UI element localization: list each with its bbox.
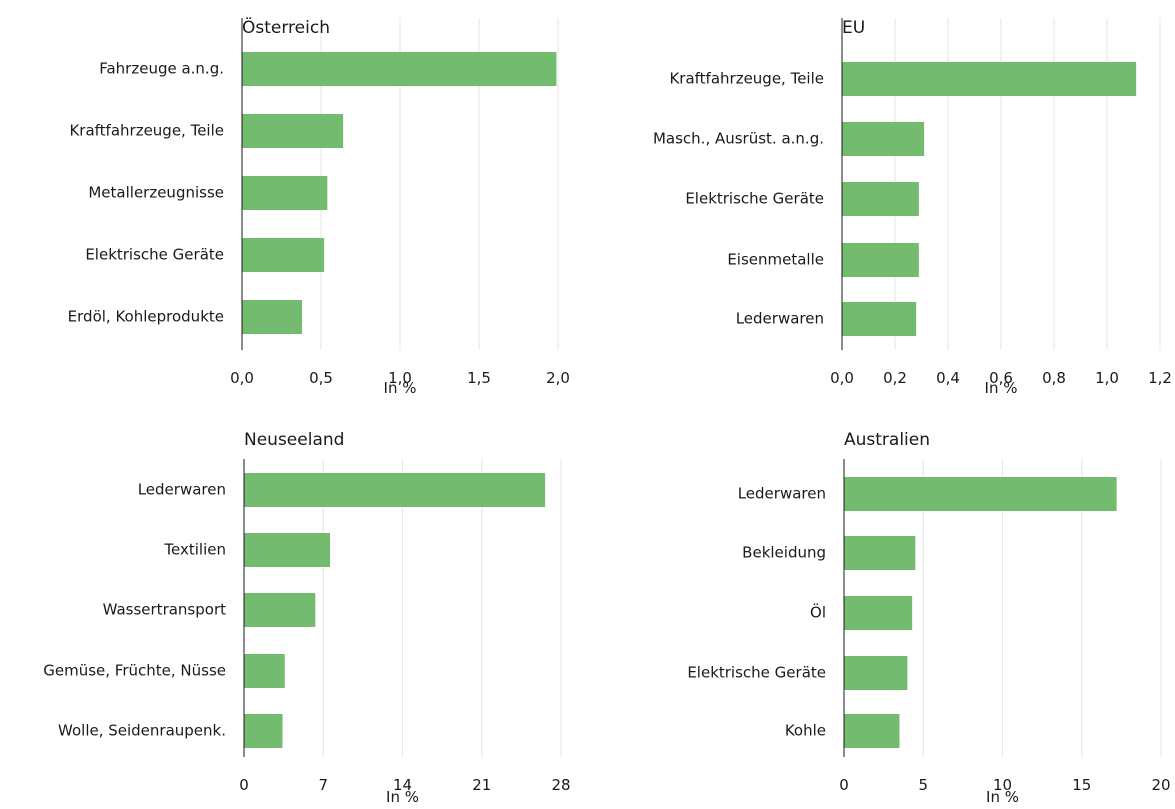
panel-2-category-label: Masch., Ausrüst. a.n.g. <box>653 130 824 148</box>
panel-2-category-label: Lederwaren <box>736 310 824 328</box>
panel-3-x-axis-label: In % <box>386 788 419 806</box>
panel-2-bar <box>842 182 919 216</box>
panel-2-category-label: Eisenmetalle <box>727 251 824 269</box>
panel-4-tick-label: 5 <box>918 776 928 794</box>
panel-1-bar <box>242 176 328 210</box>
panel-2-bar <box>842 122 925 156</box>
panel-3-category-label: Lederwaren <box>138 481 226 499</box>
panel-2-tick-label: 0,8 <box>1042 369 1066 387</box>
panel-3-category-label: Wolle, Seidenraupenk. <box>58 722 226 740</box>
panel-4-tick-label: 0 <box>839 776 849 794</box>
panel-2-tick-label: 1,2 <box>1148 369 1172 387</box>
panel-1-tick-label: 1,0 <box>388 369 412 387</box>
panel-4-category-label: Elektrische Geräte <box>687 664 826 682</box>
panel-3-category-label: Gemüse, Früchte, Nüsse <box>43 662 226 680</box>
panel-3-tick-label: 21 <box>472 776 491 794</box>
panel-2-tick-label: 1,0 <box>1095 369 1119 387</box>
panel-2-bar <box>842 302 917 336</box>
panel-2-category-label: Kraftfahrzeuge, Teile <box>669 70 824 88</box>
panel-4-x-axis-label: In % <box>986 788 1019 806</box>
panel-3-bar <box>244 593 316 627</box>
panel-2-bar <box>842 243 919 277</box>
panel-3-bar <box>244 654 285 688</box>
panel-1-category-label: Erdöl, Kohleprodukte <box>68 308 224 326</box>
panel-4-tick-label: 20 <box>1151 776 1170 794</box>
panel-1-bar <box>242 52 557 86</box>
panel-2-x-axis-label: In % <box>985 379 1018 397</box>
panel-4-bar <box>844 477 1117 511</box>
panel-1-tick-label: 0,5 <box>309 369 333 387</box>
panel-1-category-label: Kraftfahrzeuge, Teile <box>69 122 224 140</box>
panel-1-bar <box>242 300 303 334</box>
panel-4-category-label: Lederwaren <box>738 485 826 503</box>
panel-4-bar <box>844 656 908 690</box>
panel-2-tick-label: 0,0 <box>830 369 854 387</box>
panel-3-tick-label: 0 <box>239 776 249 794</box>
panel-1-bar <box>242 238 325 272</box>
panel-2-tick-label: 0,6 <box>989 369 1013 387</box>
panel-1-tick-label: 1,5 <box>467 369 491 387</box>
panel-4-category-label: Öl <box>810 603 826 622</box>
panel-4-tick-label: 10 <box>993 776 1012 794</box>
panel-1-tick-label: 0,0 <box>230 369 254 387</box>
panel-3-bar <box>244 533 331 567</box>
panel-1-category-label: Fahrzeuge a.n.g. <box>99 60 224 78</box>
panel-1-tick-label: 2,0 <box>546 369 570 387</box>
panel-2-tick-label: 0,4 <box>936 369 960 387</box>
panel-4-tick-label: 15 <box>1072 776 1091 794</box>
panel-3-tick-label: 7 <box>318 776 328 794</box>
panel-4-bar <box>844 596 913 630</box>
panel-3-tick-label: 14 <box>393 776 412 794</box>
panel-4-title: Australien <box>844 430 930 450</box>
panel-3-tick-label: 28 <box>551 776 570 794</box>
panel-1-x-axis-label: In % <box>384 379 417 397</box>
panel-2-tick-label: 0,2 <box>883 369 907 387</box>
panel-4-bar <box>844 536 916 570</box>
panel-4-category-label: Kohle <box>785 722 826 740</box>
panel-3-category-label: Textilien <box>163 541 226 559</box>
panel-1-bar <box>242 114 344 148</box>
panel-2-category-label: Elektrische Geräte <box>685 190 824 208</box>
panel-4-category-label: Bekleidung <box>742 544 826 562</box>
panel-2-bar <box>842 62 1137 96</box>
panel-3-title: Neuseeland <box>244 430 344 450</box>
panel-4-bar <box>844 714 900 748</box>
panel-3-bar <box>244 473 546 507</box>
panel-3-bar <box>244 714 283 748</box>
panel-2-title: EU <box>842 18 865 38</box>
panel-1-category-label: Metallerzeugnisse <box>88 184 224 202</box>
panel-1-category-label: Elektrische Geräte <box>85 246 224 264</box>
panel-1-title: Österreich <box>242 16 330 38</box>
panel-3-category-label: Wassertransport <box>103 601 227 619</box>
